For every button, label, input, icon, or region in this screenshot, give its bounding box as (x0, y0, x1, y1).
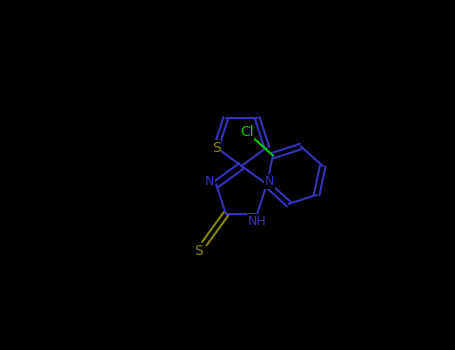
Text: N: N (204, 175, 214, 188)
Text: NH: NH (248, 215, 267, 228)
Text: N: N (265, 175, 274, 188)
Text: S: S (212, 140, 221, 154)
Text: Cl: Cl (240, 125, 254, 139)
Text: S: S (194, 244, 203, 258)
